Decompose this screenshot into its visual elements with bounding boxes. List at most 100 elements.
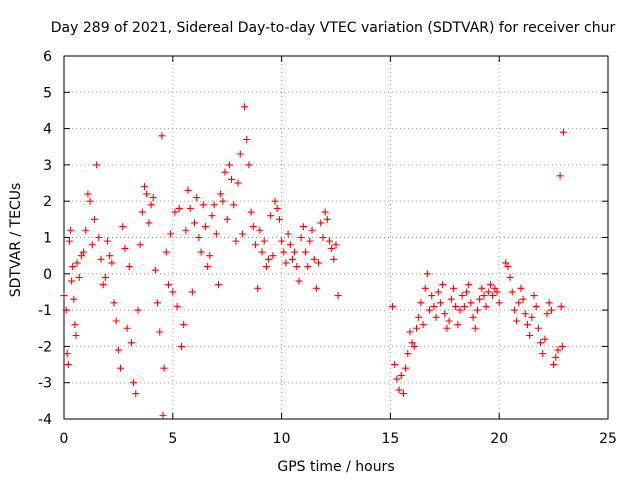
data-point-marker [121, 244, 129, 252]
data-point-marker [212, 230, 220, 238]
data-point-marker [251, 241, 259, 249]
data-point-marker [138, 208, 146, 216]
data-point-marker [323, 215, 331, 223]
data-point-marker [63, 350, 71, 358]
data-point-marker [110, 299, 118, 307]
data-point-marker [471, 324, 479, 332]
data-point-marker [93, 161, 101, 169]
x-tick-label: 10 [273, 431, 291, 447]
data-point-marker [214, 281, 222, 289]
data-point-marker [445, 317, 453, 325]
data-point-marker [532, 302, 540, 310]
data-point-marker [502, 259, 510, 267]
data-point-marker [273, 204, 281, 212]
data-point-marker [282, 259, 290, 267]
data-point-marker [495, 299, 503, 307]
data-point-marker [260, 237, 268, 245]
data-point-marker [545, 299, 553, 307]
data-point-marker [491, 284, 499, 292]
data-point-marker [295, 277, 303, 285]
data-point-marker [64, 361, 72, 369]
data-point-marker [156, 328, 164, 336]
data-point-marker [541, 335, 549, 343]
data-point-marker [104, 237, 112, 245]
data-point-marker [171, 208, 179, 216]
data-point-marker [186, 204, 194, 212]
data-point-marker [169, 288, 177, 296]
data-point-marker [84, 190, 92, 198]
y-axis-tick-labels: -4 -3 -2 -1 0 1 2 3 4 5 6 [38, 49, 52, 428]
data-point-marker [428, 292, 436, 300]
data-point-marker [415, 313, 423, 321]
data-point-marker [241, 103, 249, 111]
data-point-marker [556, 172, 564, 180]
data-point-marker [302, 248, 310, 256]
data-point-marker [406, 328, 414, 336]
data-point-marker [232, 237, 240, 245]
data-point-marker [558, 342, 566, 350]
data-point-marker [397, 371, 405, 379]
data-point-marker [328, 244, 336, 252]
x-tick-label: 15 [381, 431, 399, 447]
data-point-marker [278, 237, 286, 245]
data-point-marker [106, 252, 114, 260]
data-point-marker [452, 302, 460, 310]
y-tick-label: -2 [38, 339, 52, 355]
data-point-marker [175, 204, 183, 212]
data-point-marker [221, 168, 229, 176]
y-tick-label: 0 [43, 267, 52, 283]
data-point-marker [125, 263, 133, 271]
data-point-marker [70, 295, 78, 303]
data-point-marker [426, 306, 434, 314]
data-point-marker [458, 292, 466, 300]
data-point-marker [399, 390, 407, 398]
data-point-marker [395, 386, 403, 394]
data-point-marker [523, 321, 531, 329]
y-tick-label: -1 [38, 303, 52, 319]
data-point-marker [271, 197, 279, 205]
data-point-marker [317, 219, 325, 227]
data-point-marker [393, 375, 401, 383]
data-point-marker [447, 295, 455, 303]
grid-lines [64, 56, 608, 419]
data-point-marker [132, 390, 140, 398]
data-point-marker [201, 223, 209, 231]
data-point-marker [330, 255, 338, 263]
data-point-marker [489, 292, 497, 300]
data-point-marker [225, 161, 233, 169]
data-point-marker [486, 281, 494, 289]
data-point-marker [127, 339, 135, 347]
data-point-marker [389, 302, 397, 310]
data-point-marker [160, 364, 168, 372]
data-point-marker [517, 284, 525, 292]
data-point-marker [484, 288, 492, 296]
data-point-marker [526, 332, 534, 340]
y-tick-label: 1 [43, 231, 52, 247]
data-point-marker [456, 306, 464, 314]
data-point-marker [504, 263, 512, 271]
data-point-marker [238, 230, 246, 238]
data-point-marker [325, 237, 333, 245]
data-point-marker [145, 219, 153, 227]
data-point-marker [519, 295, 527, 303]
data-point-marker [530, 292, 538, 300]
data-point-marker [528, 313, 536, 321]
data-point-marker [506, 273, 514, 281]
data-point-marker [267, 212, 275, 220]
data-point-marker [191, 219, 199, 227]
data-point-marker [67, 226, 75, 234]
data-point-marker [249, 223, 257, 231]
data-point-marker [312, 284, 320, 292]
data-point-marker [465, 281, 473, 289]
data-point-marker [293, 263, 301, 271]
data-point-marker [219, 197, 227, 205]
data-point-marker [158, 132, 166, 140]
data-point-marker [75, 273, 83, 281]
data-point-marker [60, 292, 68, 300]
data-point-marker [319, 234, 327, 241]
data-point-marker [97, 255, 105, 263]
data-point-marker [537, 339, 545, 347]
data-point-marker [173, 302, 181, 310]
data-point-marker [408, 339, 416, 347]
